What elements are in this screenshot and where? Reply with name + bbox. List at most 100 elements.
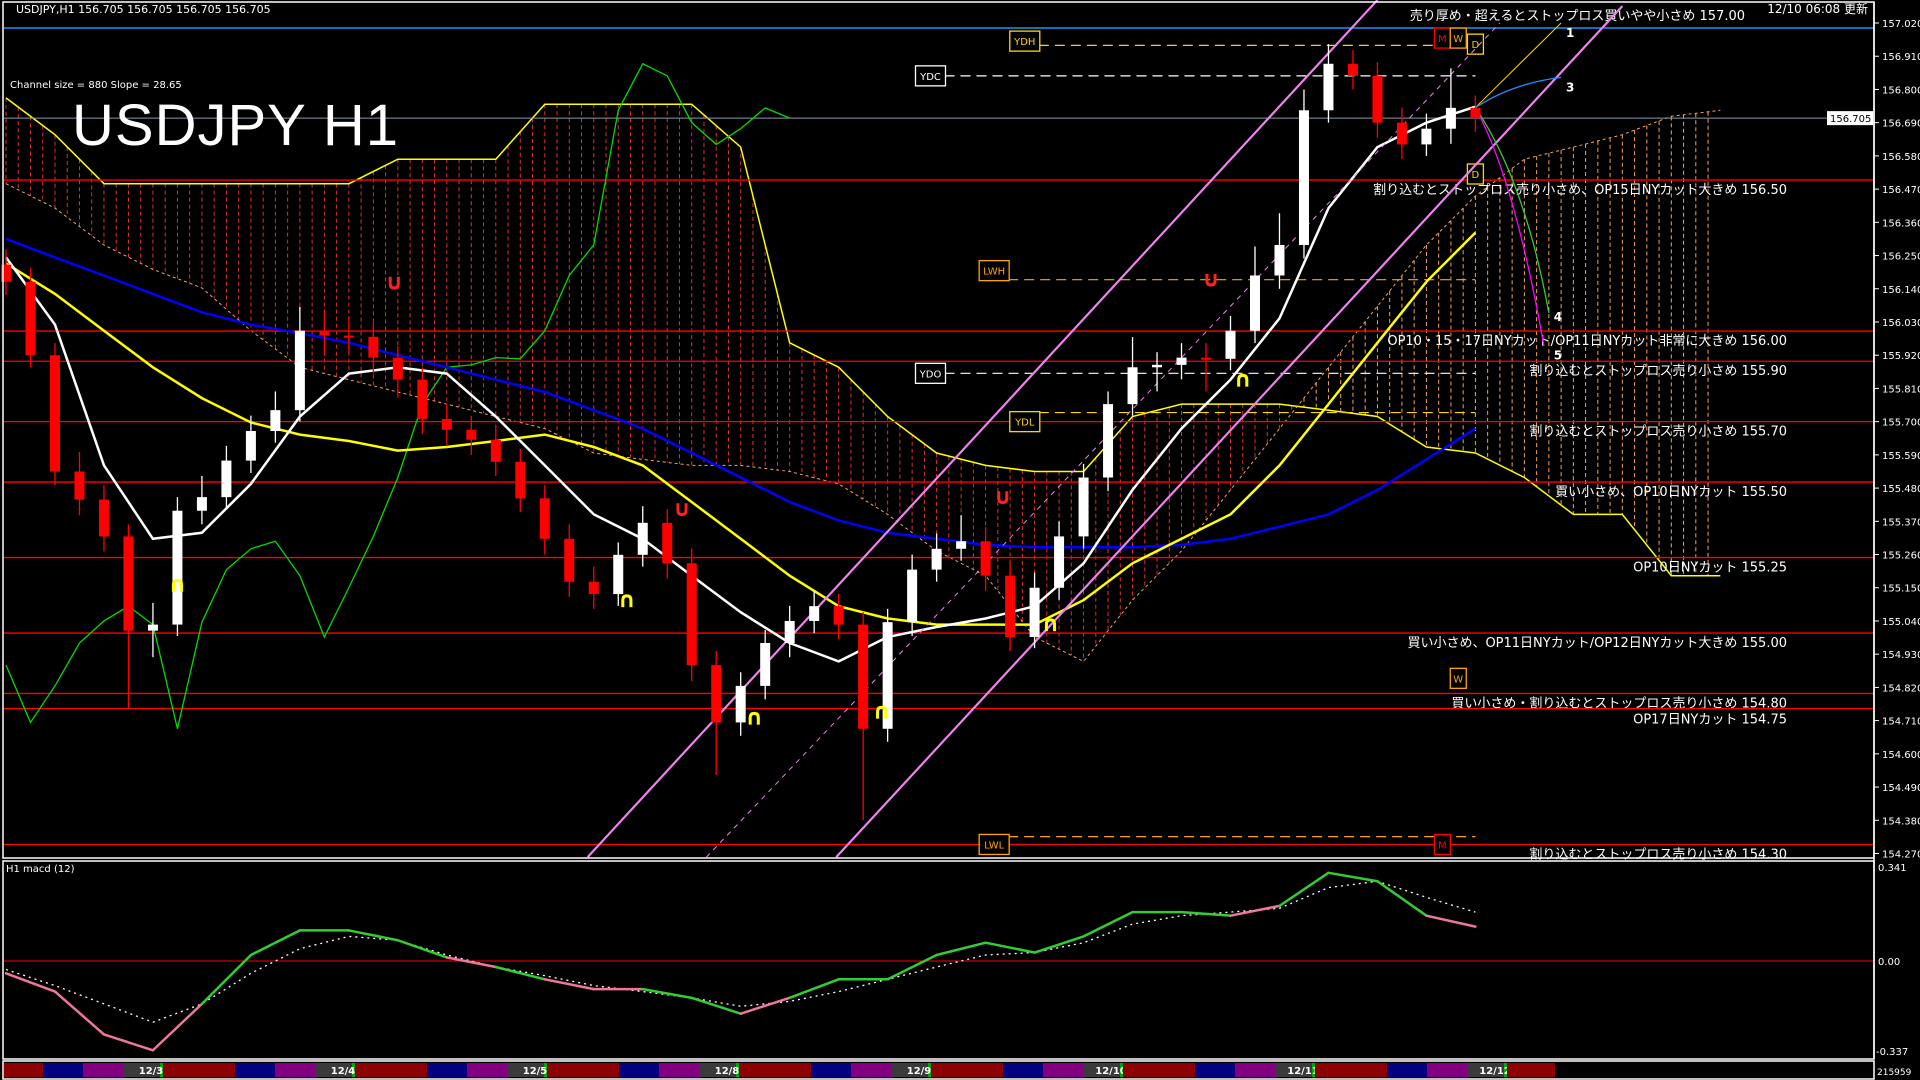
candle-body xyxy=(1,264,11,282)
projection-label: 1 xyxy=(1566,26,1574,40)
ref-box xyxy=(1009,30,1041,52)
candle-body xyxy=(1078,477,1089,537)
macd-segment xyxy=(690,996,742,1015)
macd-segment xyxy=(1180,910,1232,917)
price-levels: 売り厚め・超えるとストップロス買いやや小さめ 157.00 割り込むとストップロス… xyxy=(4,8,1874,862)
day-label: 12/3 xyxy=(139,1066,164,1077)
macd-panel-border xyxy=(2,860,1875,1060)
axis-label: 155.700 xyxy=(1882,418,1920,429)
level-label: 買い小さめ、OP11日NYカット/OP12日NYカット大きめ 155.00 xyxy=(1407,636,1787,651)
cloud-span-b xyxy=(5,97,1721,577)
ref-box xyxy=(1449,667,1467,689)
candle-body xyxy=(123,536,134,631)
candle-body xyxy=(343,335,354,338)
session-segment xyxy=(1387,1063,1427,1077)
session-segment xyxy=(1195,1063,1235,1077)
candle-body xyxy=(1274,244,1285,276)
level-label: 割り込むとストップロス売り小さめ 155.70 xyxy=(1529,424,1787,440)
session-segment xyxy=(619,1063,659,1077)
session-segment xyxy=(547,1063,619,1077)
day-marker xyxy=(352,1063,355,1077)
axis-label: 155.480 xyxy=(1882,484,1920,495)
macd-label: H1 macd (12) xyxy=(6,864,75,875)
projection-label: 5 xyxy=(1554,349,1562,363)
candle-body xyxy=(466,429,477,440)
session-segment xyxy=(1427,1063,1467,1077)
day-marker xyxy=(1504,1063,1507,1077)
macd-segment xyxy=(543,978,596,991)
buy-signal-icon: ∩ xyxy=(1234,367,1252,392)
day-label: 12/4 xyxy=(331,1066,356,1077)
macd-segment xyxy=(1376,880,1428,917)
day-label: 12/10 xyxy=(1095,1066,1127,1077)
macd-segment xyxy=(1033,935,1085,954)
candle-body xyxy=(858,624,869,729)
day-marker xyxy=(544,1063,547,1077)
axis-label: 154.710 xyxy=(1882,717,1920,728)
candle-body xyxy=(931,548,942,570)
candle-body xyxy=(417,379,428,419)
candle-body xyxy=(907,569,918,623)
session-segment xyxy=(1315,1063,1387,1077)
candle-body xyxy=(637,522,648,555)
candle-body xyxy=(1054,536,1065,588)
day-marker xyxy=(1120,1063,1123,1077)
ref-box xyxy=(914,362,947,384)
candle-body xyxy=(588,581,599,595)
level-label: OP17日NYカット 154.75 xyxy=(1633,712,1787,727)
session-segment xyxy=(123,1063,163,1077)
candle-body xyxy=(711,665,722,723)
buy-signal-icon: ∩ xyxy=(745,706,763,731)
candle-body xyxy=(833,606,844,625)
candle-body xyxy=(1103,404,1114,478)
ref-box-label: YDL xyxy=(1014,418,1035,429)
candle-body xyxy=(1176,357,1187,365)
day-label: 12/11 xyxy=(1287,1066,1319,1077)
candle-body xyxy=(564,538,575,582)
candle-body xyxy=(441,418,452,430)
ref-box-label: M xyxy=(1438,840,1447,851)
ref-box xyxy=(1433,833,1451,856)
ref-box-label: D xyxy=(1472,170,1480,181)
axis-label: 154.930 xyxy=(1882,650,1920,661)
macd-segment xyxy=(347,929,400,942)
axis-label: 156.360 xyxy=(1882,218,1920,229)
macd-segment xyxy=(1278,871,1330,908)
axis-label: 155.920 xyxy=(1882,351,1920,362)
session-segment xyxy=(83,1063,123,1077)
candle-body xyxy=(1470,107,1481,119)
level-label: 割り込むとストップロス売り小さめ 154.30 xyxy=(1529,846,1787,862)
projection-line-4 xyxy=(1474,107,1550,314)
day-marker xyxy=(736,1063,739,1077)
day-marker xyxy=(160,1063,163,1077)
candle-body xyxy=(613,554,624,595)
session-segment xyxy=(427,1063,467,1077)
ref-box-label: LWH xyxy=(983,267,1005,278)
candle-body xyxy=(368,336,379,358)
macd-segment xyxy=(53,990,106,1036)
macd-segment xyxy=(445,956,498,969)
candle-body xyxy=(686,563,697,666)
candle-body xyxy=(172,510,183,625)
main-panel-border xyxy=(2,1,1875,859)
candle-body xyxy=(270,410,281,432)
candle-body xyxy=(515,461,526,499)
session-segment xyxy=(163,1063,235,1077)
level-label: OP10日NYカット 155.25 xyxy=(1633,561,1787,576)
session-segment xyxy=(315,1063,355,1077)
ref-box-label: M xyxy=(1438,34,1447,45)
ref-box xyxy=(1466,33,1485,55)
sell-signal-icon: ∪ xyxy=(994,485,1012,510)
session-segment xyxy=(43,1063,83,1077)
macd-segment xyxy=(641,987,693,1000)
ma-slow-line xyxy=(5,237,1477,549)
candle-body xyxy=(1201,357,1212,360)
ref-box xyxy=(914,65,947,87)
level-label: 割り込むとストップロス売り小さめ、OP15日NYカット大きめ 156.50 xyxy=(1373,182,1787,198)
day-marker xyxy=(928,1063,931,1077)
axis-label: 154.600 xyxy=(1882,750,1920,761)
candle-body xyxy=(294,330,305,411)
candles xyxy=(1,44,1481,821)
macd-segment xyxy=(102,1033,155,1052)
